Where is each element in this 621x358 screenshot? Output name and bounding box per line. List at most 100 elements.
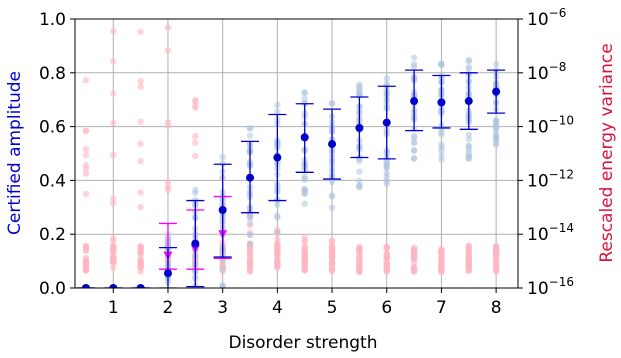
amplitude-sample-point	[301, 200, 308, 207]
x-tick-label: 7	[436, 298, 447, 318]
variance-sample-point	[328, 255, 336, 262]
amplitude-sample-point	[356, 81, 363, 88]
variance-sample-point	[82, 165, 90, 172]
y-right-tick-label: 10−14	[527, 221, 574, 245]
amplitude-sample-point	[465, 142, 472, 150]
variance-sample-point	[82, 170, 90, 177]
amplitude-sample-point	[492, 130, 500, 137]
variance-sample-point	[110, 242, 117, 250]
variance-sample-point	[110, 58, 117, 65]
amplitude-sample-point	[465, 131, 472, 138]
x-tick-label: 1	[108, 298, 119, 318]
amplitude-sample-point	[246, 231, 254, 238]
amplitude-mean-point	[109, 284, 118, 288]
amplitude-mean-point	[273, 153, 282, 162]
variance-sample-point	[137, 203, 144, 211]
y-right-tick-label: 10−8	[527, 60, 566, 84]
amplitude-sample-point	[274, 108, 281, 116]
variance-sample-point	[192, 97, 199, 104]
amplitude-sample-point	[410, 155, 418, 162]
variance-sample-point	[328, 242, 336, 250]
amplitude-sample-point	[465, 63, 472, 71]
variance-sample-point	[274, 257, 281, 265]
variance-sample-point	[82, 146, 90, 153]
variance-sample-point	[356, 255, 363, 263]
amplitude-sample-point	[328, 176, 336, 184]
amplitude-mean-point	[300, 133, 309, 142]
variance-sample-point	[492, 252, 500, 260]
amplitude-sample-point	[246, 214, 254, 221]
amplitude-sample-point	[492, 118, 500, 125]
amplitude-sample-point	[301, 95, 308, 103]
variance-sample-point	[110, 27, 117, 35]
variance-sample-point	[465, 252, 472, 259]
variance-sample-point	[110, 251, 117, 259]
variance-sample-point	[82, 242, 90, 250]
variance-sample-point	[82, 261, 90, 269]
amplitude-sample-point	[410, 54, 418, 61]
x-axis: 1 2 3 4 5 6 7 8	[108, 288, 502, 318]
variance-sample-point	[438, 253, 445, 260]
variance-sample-point	[438, 258, 445, 265]
variance-sample-point	[110, 235, 117, 242]
amplitude-sample-point	[219, 153, 226, 161]
variance-sample-point	[137, 249, 144, 257]
variance-sample-point	[328, 237, 336, 244]
variance-sample-point	[274, 247, 281, 254]
amplitude-sample-point	[301, 172, 308, 180]
amplitude-sample-point	[492, 60, 500, 68]
variance-sample-point	[82, 247, 90, 254]
variance-sample-point	[82, 77, 90, 84]
variance-sample-point	[465, 261, 472, 268]
variance-sample-point	[137, 189, 144, 196]
variance-sample-point	[137, 83, 144, 90]
variance-sample-point	[137, 140, 144, 148]
y-left-tick-label: 0.0	[39, 279, 66, 299]
x-tick-label: 8	[491, 298, 502, 318]
amplitude-sample-point	[274, 228, 281, 236]
amplitude-mean-point	[355, 123, 364, 132]
variance-sample-point	[110, 264, 117, 272]
variance-sample-point	[82, 152, 90, 159]
x-axis-label: Disorder strength	[228, 333, 377, 353]
variance-sample-point	[246, 255, 254, 262]
variance-sample-point	[356, 249, 363, 256]
amplitude-sample-point	[301, 190, 308, 197]
variance-sample-point	[137, 243, 144, 251]
amplitude-sample-point	[410, 147, 418, 154]
amplitude-sample-point	[438, 143, 445, 151]
amplitude-sample-point	[410, 61, 418, 68]
amplitude-mean-point	[382, 118, 391, 127]
variance-sample-point	[465, 242, 472, 249]
amplitude-sample-point	[438, 131, 445, 138]
variance-sample-point	[328, 261, 336, 268]
amplitude-sample-point	[383, 80, 390, 87]
amplitude-sample-point	[356, 168, 363, 175]
variance-sample-point	[164, 47, 172, 54]
variance-sample-point	[383, 250, 390, 257]
amplitude-errorbars	[76, 69, 506, 288]
variance-sample-point	[137, 255, 144, 263]
y-axis-right-label: Rescaled energy variance	[597, 43, 617, 262]
amplitude-sample-point	[246, 132, 254, 139]
amplitude-sample-point	[192, 189, 199, 196]
y-right-tick-label: 10−16	[527, 275, 574, 299]
x-tick-label: 2	[163, 298, 174, 318]
amplitude-sample-point	[465, 155, 472, 163]
variance-sample-point	[274, 262, 281, 270]
variance-sample-point	[301, 264, 308, 271]
amplitude-sample-point	[383, 169, 390, 177]
variance-sample-point	[82, 190, 90, 197]
y-right-tick-label: 10−10	[527, 114, 574, 138]
amplitude-sample-point	[219, 282, 226, 288]
variance-sample-point	[356, 261, 363, 269]
amplitude-samples	[82, 54, 500, 288]
variance-sample-point	[301, 259, 308, 267]
variance-sample-point	[82, 266, 90, 273]
amplitude-sample-point	[438, 60, 445, 67]
amplitude-mean-point	[163, 269, 172, 278]
variance-sample-point	[492, 246, 500, 253]
amplitude-sample-point	[328, 204, 336, 212]
plot-frame	[74, 18, 519, 289]
variance-sample-point	[301, 233, 308, 241]
